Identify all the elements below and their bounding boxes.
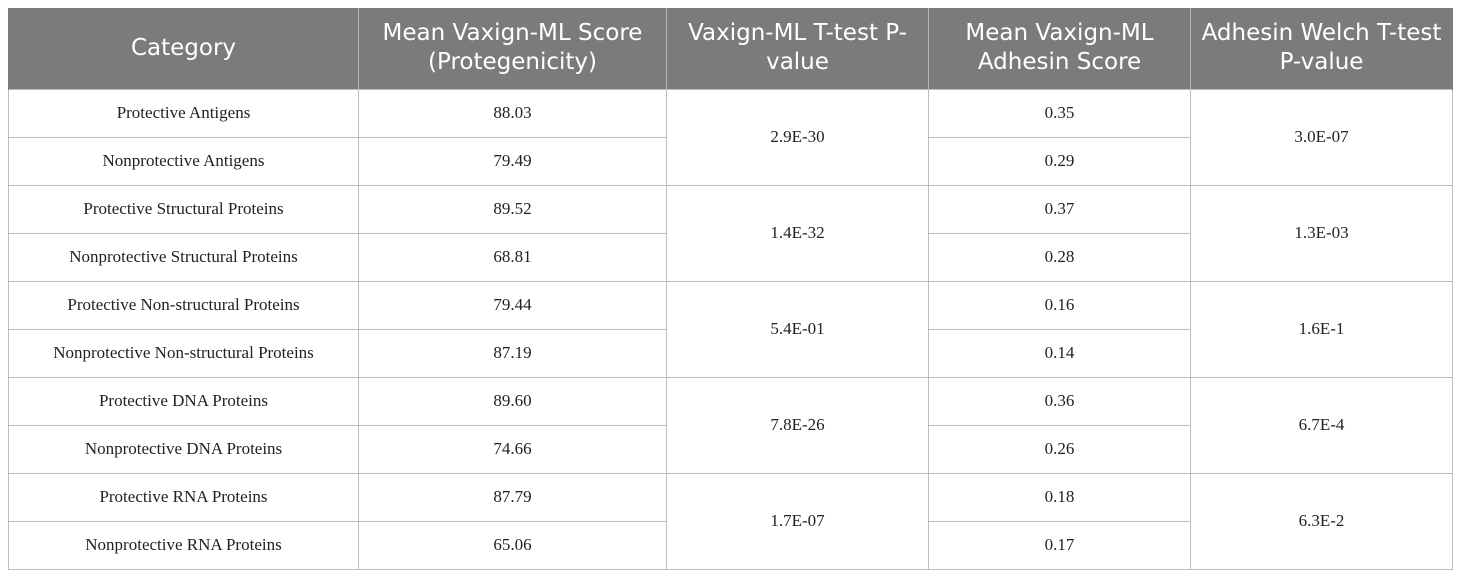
ttest-pvalue-cell: 2.9E-30	[666, 88, 929, 186]
table-row: Protective Structural Proteins 89.52 1.4…	[8, 184, 1453, 282]
table-row: Protective Non-structural Proteins 79.44…	[8, 280, 1453, 378]
results-table: Category Mean Vaxign-ML Score (Protegeni…	[8, 8, 1453, 570]
score-cell: 65.06	[358, 520, 667, 570]
table-body: Protective Antigens 88.03 2.9E-30 0.35 3…	[8, 88, 1453, 570]
ttest-pvalue-cell: 7.8E-26	[666, 376, 929, 474]
table-row: Nonprotective Non-structural Proteins 87…	[8, 328, 1453, 378]
adhesin-score-cell: 0.16	[928, 280, 1191, 330]
welch-pvalue-cell: 3.0E-07	[1190, 88, 1453, 186]
category-cell: Nonprotective Non-structural Proteins	[8, 328, 359, 378]
category-cell: Nonprotective Structural Proteins	[8, 232, 359, 282]
header-mean-adhesin-score: Mean Vaxign-ML Adhesin Score	[928, 8, 1191, 89]
welch-pvalue-cell: 6.7E-4	[1190, 376, 1453, 474]
score-cell: 89.52	[358, 184, 667, 234]
ttest-pvalue-cell: 1.4E-32	[666, 184, 929, 282]
category-cell: Protective Non-structural Proteins	[8, 280, 359, 330]
table-row: Protective DNA Proteins 89.60 7.8E-26 0.…	[8, 376, 1453, 474]
header-category: Category	[8, 8, 359, 89]
adhesin-score-cell: 0.35	[928, 88, 1191, 138]
adhesin-score-cell: 0.14	[928, 328, 1191, 378]
score-cell: 68.81	[358, 232, 667, 282]
header-welch-pvalue: Adhesin Welch T-test P-value	[1190, 8, 1453, 89]
score-cell: 88.03	[358, 88, 667, 138]
category-cell: Nonprotective RNA Proteins	[8, 520, 359, 570]
category-cell: Protective DNA Proteins	[8, 376, 359, 426]
table-row: Protective Antigens 88.03 2.9E-30 0.35 3…	[8, 88, 1453, 186]
category-cell: Protective Structural Proteins	[8, 184, 359, 234]
welch-pvalue-cell: 6.3E-2	[1190, 472, 1453, 570]
category-cell: Nonprotective Antigens	[8, 136, 359, 186]
adhesin-score-cell: 0.36	[928, 376, 1191, 426]
adhesin-score-cell: 0.37	[928, 184, 1191, 234]
ttest-pvalue-cell: 1.7E-07	[666, 472, 929, 570]
table-row: Nonprotective Antigens 79.49 0.29	[8, 136, 1453, 186]
adhesin-score-cell: 0.26	[928, 424, 1191, 474]
adhesin-score-cell: 0.29	[928, 136, 1191, 186]
category-cell: Protective RNA Proteins	[8, 472, 359, 522]
adhesin-score-cell: 0.18	[928, 472, 1191, 522]
ttest-pvalue-cell: 5.4E-01	[666, 280, 929, 378]
table-header: Category Mean Vaxign-ML Score (Protegeni…	[8, 8, 1453, 89]
category-cell: Protective Antigens	[8, 88, 359, 138]
welch-pvalue-cell: 1.6E-1	[1190, 280, 1453, 378]
header-row: Category Mean Vaxign-ML Score (Protegeni…	[8, 8, 1453, 89]
table-row: Nonprotective Structural Proteins 68.81 …	[8, 232, 1453, 282]
score-cell: 87.19	[358, 328, 667, 378]
adhesin-score-cell: 0.17	[928, 520, 1191, 570]
welch-pvalue-cell: 1.3E-03	[1190, 184, 1453, 282]
table-row: Nonprotective DNA Proteins 74.66 0.26	[8, 424, 1453, 474]
score-cell: 79.49	[358, 136, 667, 186]
score-cell: 89.60	[358, 376, 667, 426]
header-ttest-pvalue: Vaxign-ML T-test P-value	[666, 8, 929, 89]
table-row: Nonprotective RNA Proteins 65.06 0.17	[8, 520, 1453, 570]
adhesin-score-cell: 0.28	[928, 232, 1191, 282]
score-cell: 74.66	[358, 424, 667, 474]
score-cell: 79.44	[358, 280, 667, 330]
category-cell: Nonprotective DNA Proteins	[8, 424, 359, 474]
header-mean-score: Mean Vaxign-ML Score (Protegenicity)	[358, 8, 667, 89]
score-cell: 87.79	[358, 472, 667, 522]
table-row: Protective RNA Proteins 87.79 1.7E-07 0.…	[8, 472, 1453, 570]
